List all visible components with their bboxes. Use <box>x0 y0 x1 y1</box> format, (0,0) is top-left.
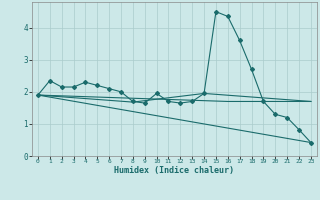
X-axis label: Humidex (Indice chaleur): Humidex (Indice chaleur) <box>115 166 234 175</box>
